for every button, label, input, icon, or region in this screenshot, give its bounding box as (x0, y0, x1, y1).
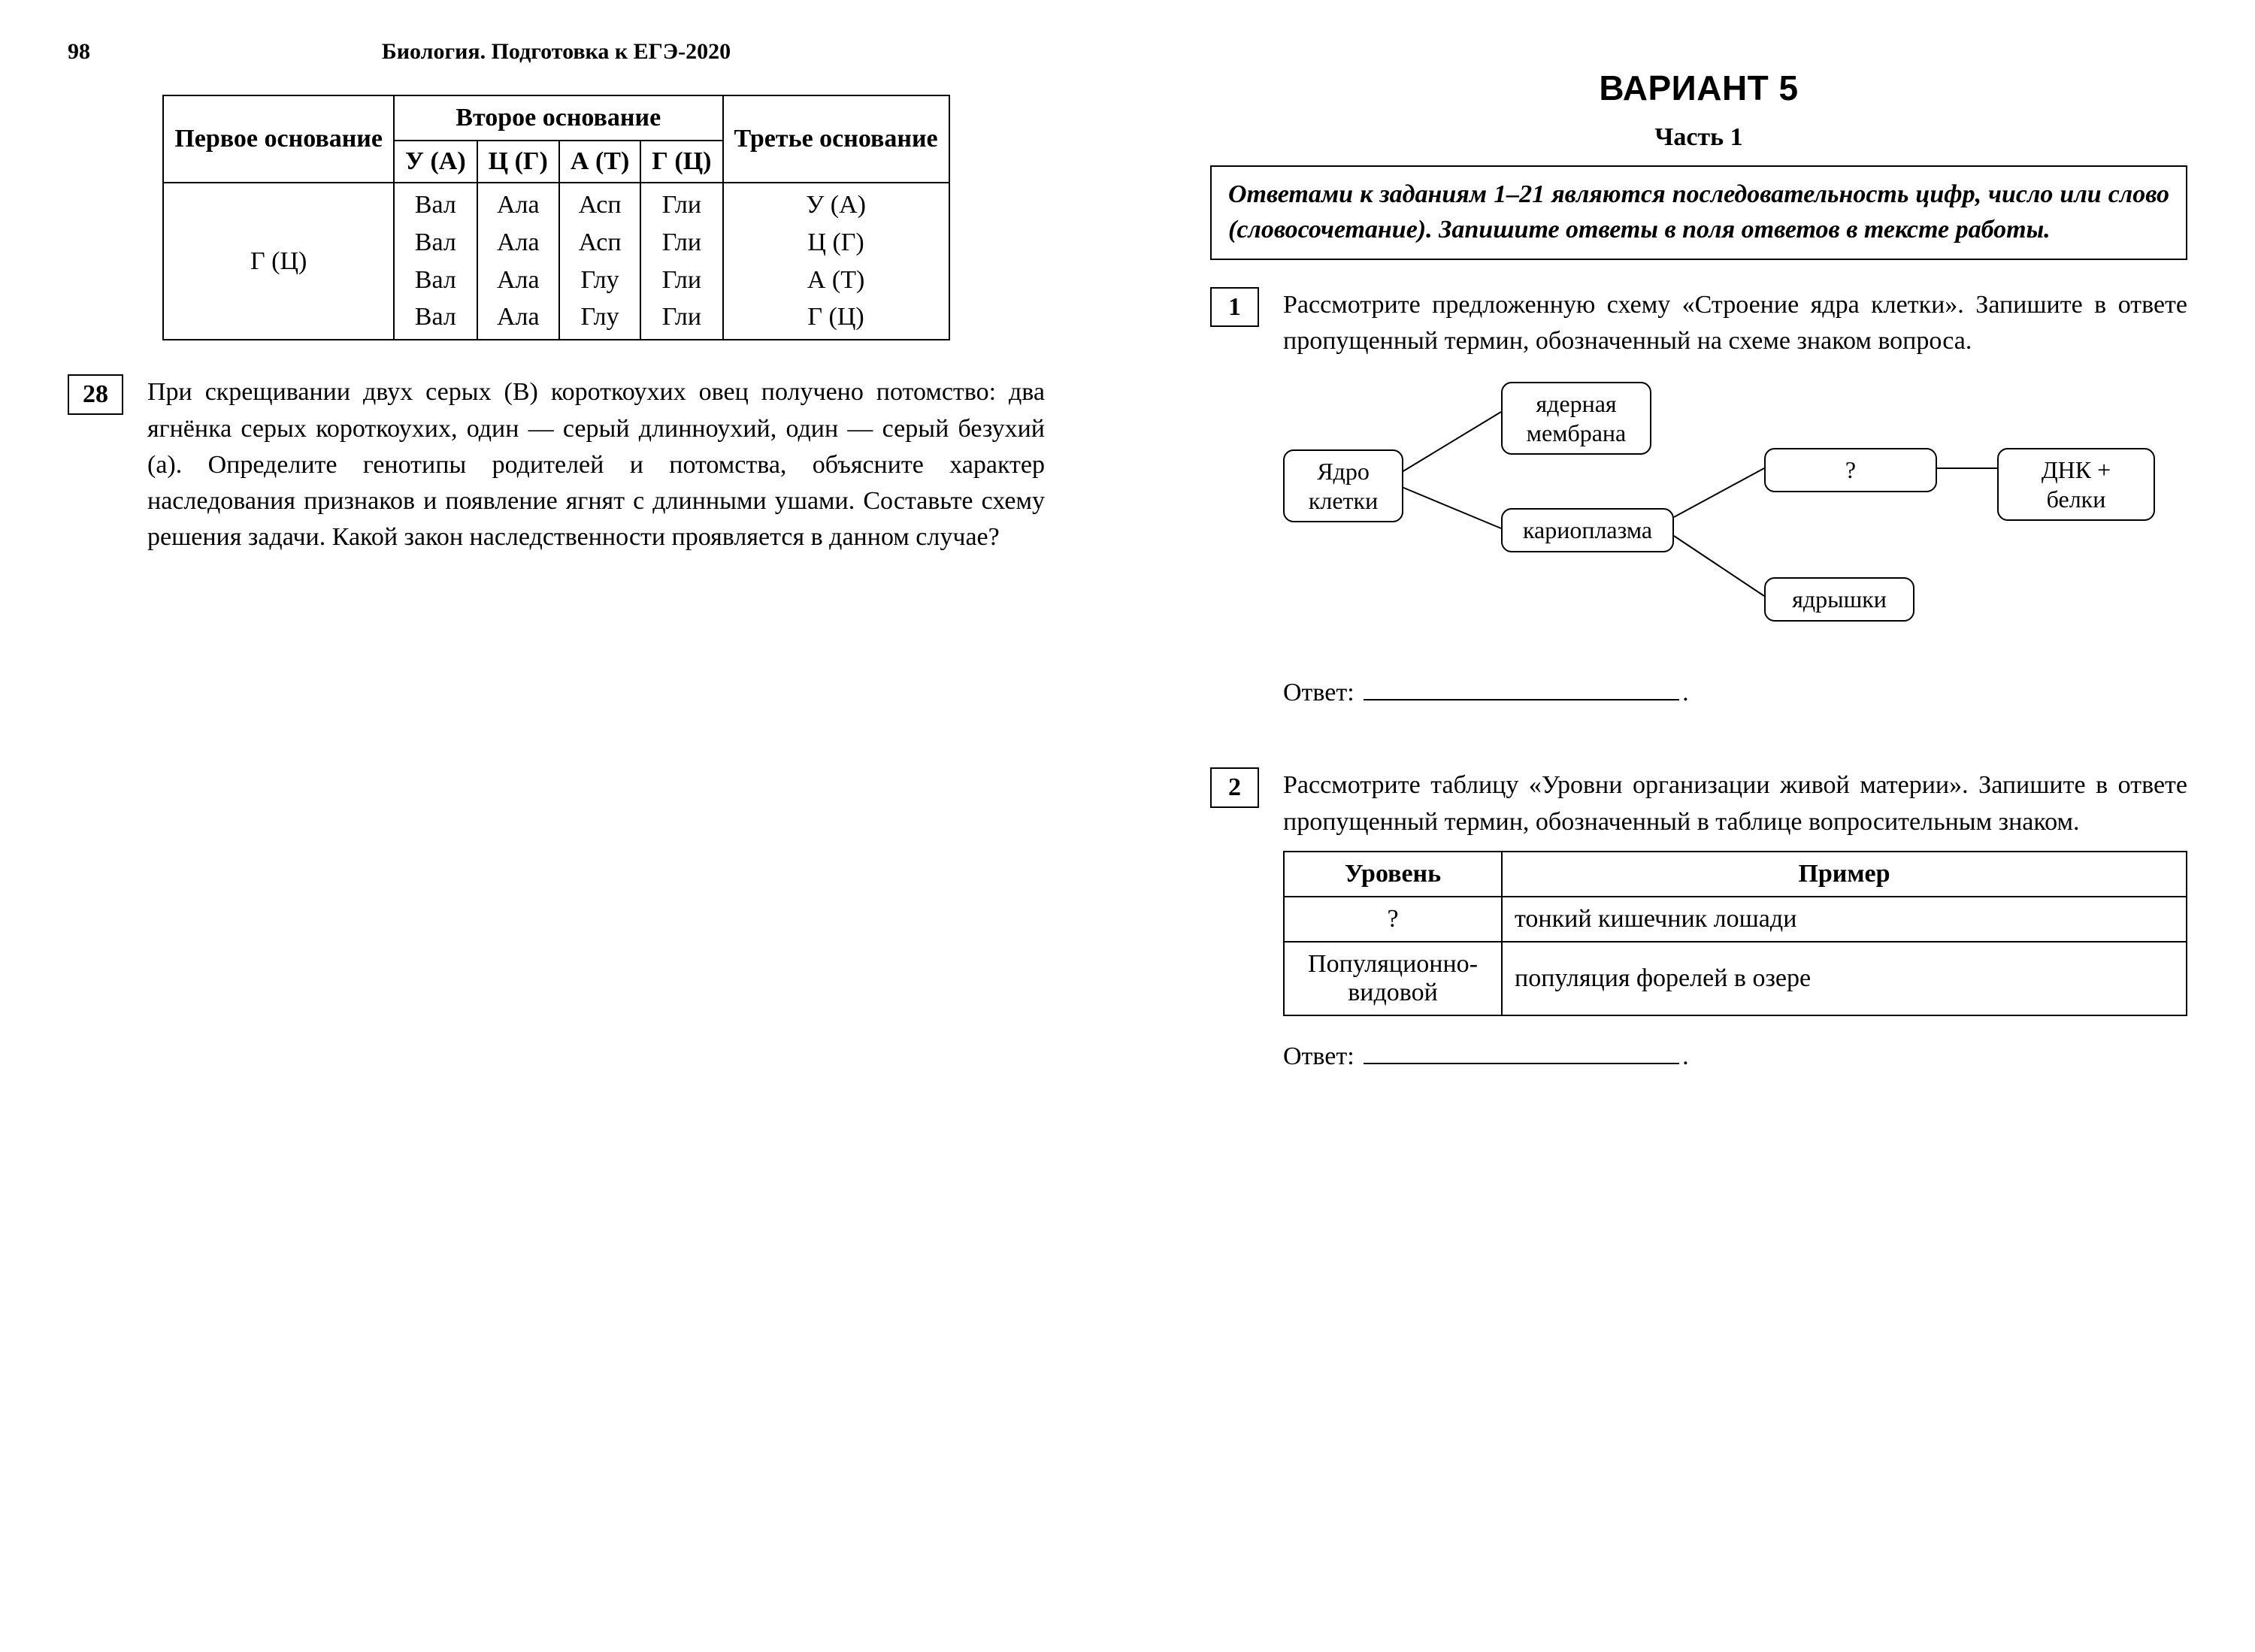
answer-line-2: Ответ: . (1283, 1039, 2187, 1071)
codon-rightcol: У (А) Ц (Г) А (Т) Г (Ц) (723, 183, 949, 340)
codon-col: Гли Гли Гли Гли (640, 183, 722, 340)
question-number-box: 1 (1210, 287, 1259, 327)
codon-th-second: Второе основание (394, 95, 723, 141)
answer-label: Ответ: (1283, 1042, 1355, 1070)
question-text: Рассмотрите таблицу «Уровни организации … (1283, 767, 2187, 840)
instruction-box: Ответами к заданиям 1–21 являются послед… (1210, 165, 2187, 260)
question-1: 1 Рассмотрите предложенную схему «Строен… (1210, 287, 2187, 738)
codon-th-third: Третье основание (723, 95, 949, 183)
variant-title: ВАРИАНТ 5 (1210, 68, 2187, 108)
codon-col: Вал Вал Вал Вал (394, 183, 477, 340)
answer-line-1: Ответ: . (1283, 675, 2187, 707)
question-number-box: 2 (1210, 767, 1259, 807)
nucleus-diagram: Ядро клетки ядерная мембрана кариоплазма… (1283, 382, 2155, 652)
question-28: 28 При скрещивании двух серых (В) коротк… (68, 374, 1045, 555)
codon-subcol: У (А) (394, 141, 477, 183)
codon-col: Ала Ала Ала Ала (477, 183, 559, 340)
codon-subcol: Ц (Г) (477, 141, 559, 183)
answer-label: Ответ: (1283, 679, 1355, 706)
page-right: ВАРИАНТ 5 Часть 1 Ответами к заданиям 1–… (1128, 0, 2255, 1652)
table-row: ? тонкий кишечник лошади (1284, 897, 2187, 942)
diagram-node-root: Ядро клетки (1283, 449, 1403, 522)
question-text: При скрещивании двух серых (В) короткоух… (147, 374, 1045, 555)
running-head: Биология. Подготовка к ЕГЭ-2020 (68, 39, 1045, 65)
levels-th-level: Уровень (1284, 852, 1502, 897)
levels-table: Уровень Пример ? тонкий кишечник лошади … (1283, 851, 2187, 1016)
part-title: Часть 1 (1210, 123, 2187, 152)
codon-subcol: А (Т) (559, 141, 640, 183)
diagram-node-karyoplasm: кариоплазма (1501, 508, 1674, 552)
answer-blank[interactable] (1364, 675, 1679, 700)
diagram-node-membrane: ядерная мембрана (1501, 382, 1651, 455)
codon-th-first: Первое основание (163, 95, 394, 183)
codon-subcol: Г (Ц) (640, 141, 722, 183)
question-2: 2 Рассмотрите таблицу «Уровни организаци… (1210, 767, 2187, 1101)
diagram-node-question: ? (1764, 448, 1937, 492)
codon-leftcell: Г (Ц) (163, 183, 394, 340)
diagram-node-dna: ДНК + белки (1997, 448, 2155, 521)
table-row: Популяционно-видовой популяция форелей в… (1284, 942, 2187, 1015)
question-text: Рассмотрите предложенную схему «Строение… (1283, 287, 2187, 360)
question-number-box: 28 (68, 374, 123, 414)
page-left: 98 Биология. Подготовка к ЕГЭ-2020 Перво… (0, 0, 1128, 1652)
codon-col: Асп Асп Глу Глу (559, 183, 640, 340)
diagram-node-nucleoli: ядрышки (1764, 577, 1914, 621)
levels-th-example: Пример (1502, 852, 2187, 897)
answer-blank[interactable] (1364, 1039, 1679, 1064)
page-number: 98 (68, 39, 90, 65)
codon-table: Первое основание Второе основание Третье… (162, 95, 949, 340)
